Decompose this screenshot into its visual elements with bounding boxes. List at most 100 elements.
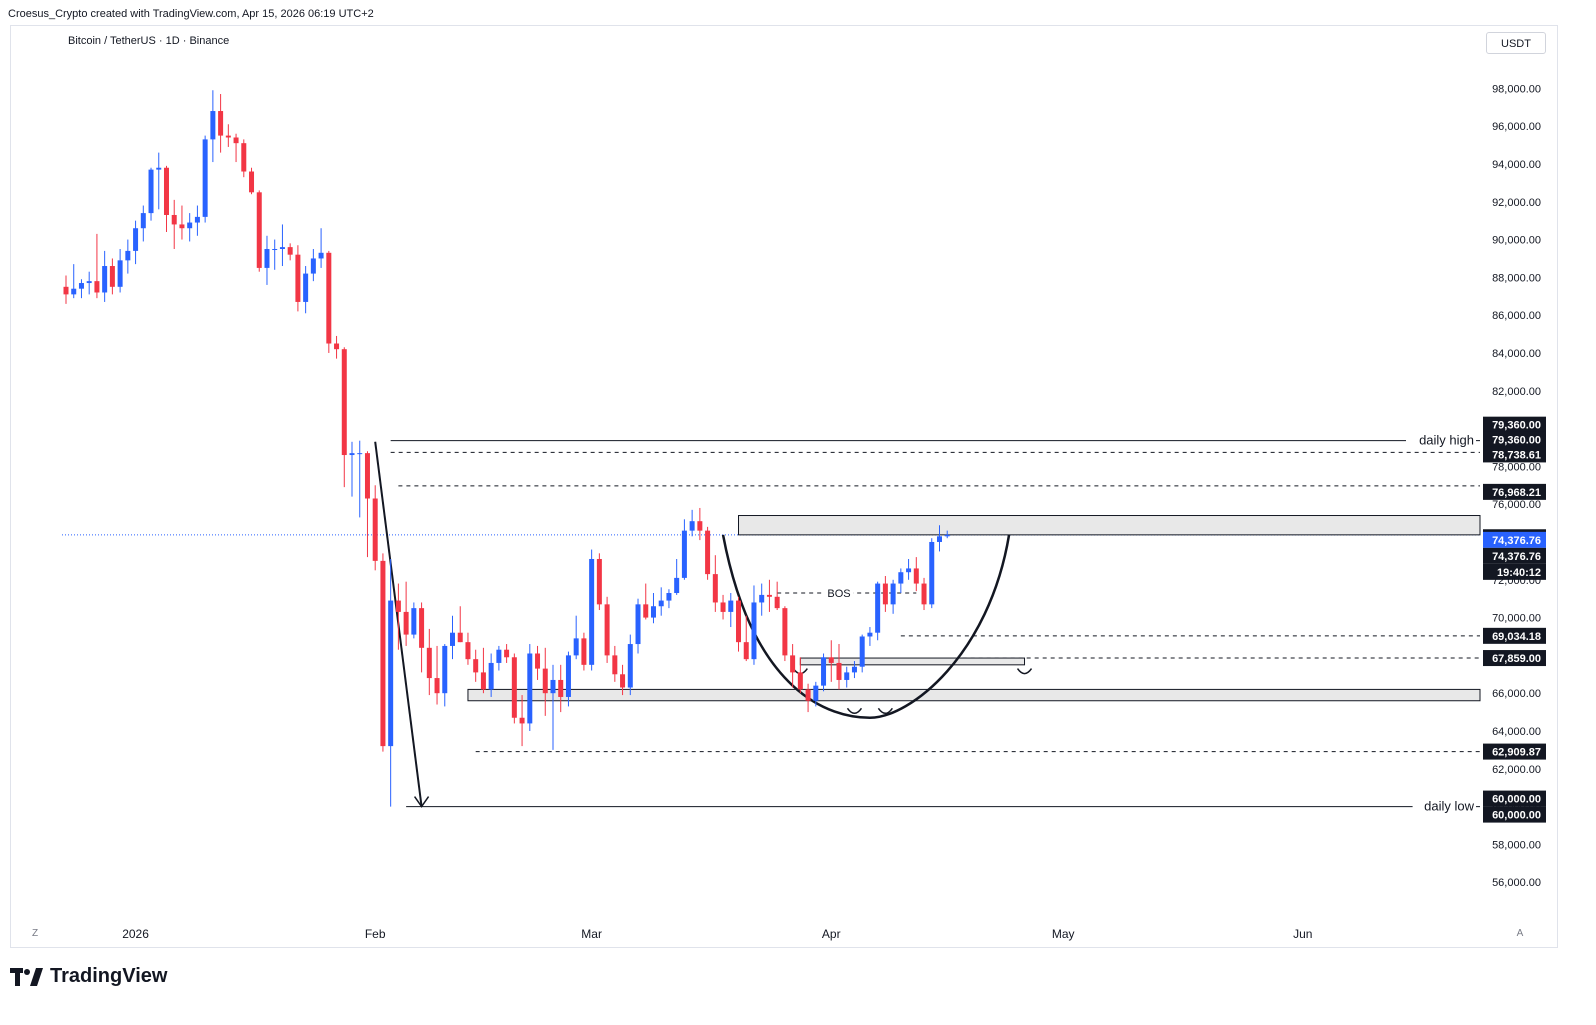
chart-frame: [10, 25, 1558, 948]
y-tick-label: 98,000.00: [1492, 83, 1541, 95]
candle-body: [411, 608, 417, 635]
candle-body: [790, 655, 796, 673]
y-tick-label: 82,000.00: [1492, 386, 1541, 398]
candle-body: [720, 602, 726, 612]
candle-body: [550, 679, 556, 694]
price-label-bg: [1483, 650, 1546, 667]
candle-body: [450, 632, 455, 646]
candle-body: [295, 254, 301, 302]
y-tick-label: 76,000.00: [1492, 499, 1541, 511]
candle-body: [736, 600, 742, 643]
log-scale-toggle[interactable]: Z: [31, 928, 39, 939]
horizontal-levels: daily high daily low: [62, 432, 1480, 815]
y-tick-label: 94,000.00: [1492, 159, 1541, 171]
candle-body: [906, 568, 912, 573]
candle-body: [875, 583, 881, 633]
y-tick-label: 62,000.00: [1492, 764, 1541, 776]
candle-body: [813, 685, 819, 701]
handle-arc: [1016, 668, 1033, 675]
candle-body: [233, 137, 239, 144]
candle-body: [241, 143, 247, 172]
candle-body: [851, 666, 857, 673]
handle-arc: [846, 707, 863, 715]
supply-demand-zones: [467, 515, 1481, 702]
price-label: 60,000.00: [1492, 794, 1541, 806]
price-label-bg: [1483, 547, 1546, 564]
candle-body: [117, 260, 123, 287]
candle-body: [697, 521, 703, 531]
candle-body: [171, 214, 177, 225]
tradingview-logo-text: TradingView: [50, 965, 168, 987]
candle-body: [341, 349, 347, 456]
candle-body: [465, 642, 471, 660]
bos-label: BOS: [827, 588, 850, 600]
x-tick-label: 2026: [122, 927, 149, 941]
candle-body: [890, 583, 896, 605]
candle-body: [63, 286, 69, 295]
price-label: 19:40:12: [1497, 567, 1541, 579]
candle-body: [403, 611, 409, 635]
price-label: 62,909.87: [1492, 747, 1541, 759]
candle-body: [542, 668, 548, 694]
candle-body: [94, 281, 100, 293]
candle-body: [256, 192, 262, 268]
candle-body: [604, 604, 610, 656]
time-axis[interactable]: 2026 Feb Mar Apr May Jun: [122, 927, 1312, 941]
candle-body: [589, 558, 595, 665]
x-tick-label: Jun: [1293, 927, 1312, 941]
candle-body: [272, 249, 278, 251]
candle-body: [442, 645, 448, 694]
candle-body: [774, 596, 780, 609]
candle-body: [766, 594, 772, 597]
candle-body: [187, 222, 193, 229]
level-label: daily high: [1419, 433, 1474, 448]
candle-body: [434, 678, 440, 694]
candle-body: [504, 649, 510, 658]
candle-body: [202, 139, 208, 217]
price-label: 67,859.00: [1492, 653, 1541, 665]
zone-box: [738, 515, 1481, 536]
candle-body: [921, 583, 927, 605]
candle-body: [156, 167, 162, 170]
candle-body: [743, 642, 749, 660]
candle-body: [125, 250, 131, 261]
candle-body: [929, 541, 935, 605]
candle-body: [527, 653, 533, 724]
y-tick-label: 70,000.00: [1492, 613, 1541, 625]
y-tick-label: 78,000.00: [1492, 461, 1541, 473]
candle-body: [936, 536, 942, 542]
candle-body: [218, 111, 224, 136]
x-tick-label: May: [1052, 927, 1075, 941]
y-tick-label: 96,000.00: [1492, 121, 1541, 133]
y-tick-label: 56,000.00: [1492, 877, 1541, 889]
candle-body: [898, 572, 904, 584]
y-tick-label: 66,000.00: [1492, 688, 1541, 700]
price-label: 76,968.21: [1492, 487, 1541, 499]
candle-body: [859, 636, 865, 667]
chart-attribution: Croesus_Crypto created with TradingView.…: [8, 8, 374, 20]
candle-body: [565, 655, 571, 697]
candle-body: [666, 593, 672, 601]
candle-body: [844, 672, 850, 680]
candle-body: [650, 606, 656, 618]
price-label-bg: [1483, 790, 1546, 807]
auto-scale-toggle[interactable]: A: [1516, 928, 1524, 939]
candle-body: [519, 717, 525, 724]
x-tick-label: Feb: [365, 927, 386, 941]
candle-body: [635, 604, 641, 645]
candle-body: [380, 560, 386, 747]
y-tick-label: 90,000.00: [1492, 235, 1541, 247]
currency-selector[interactable]: USDT: [1486, 32, 1546, 54]
price-label: 78,738.61: [1492, 449, 1541, 461]
tradingview-logo[interactable]: TradingView: [10, 965, 167, 988]
candle-body: [395, 600, 401, 612]
candle-body: [558, 679, 564, 697]
candle-body: [573, 638, 579, 656]
candle-body: [318, 252, 324, 259]
candle-body: [511, 657, 517, 718]
price-label-bg: [1483, 563, 1546, 580]
candle-body: [249, 171, 255, 193]
price-label-bg: [1483, 806, 1546, 823]
candle-body: [620, 674, 626, 688]
